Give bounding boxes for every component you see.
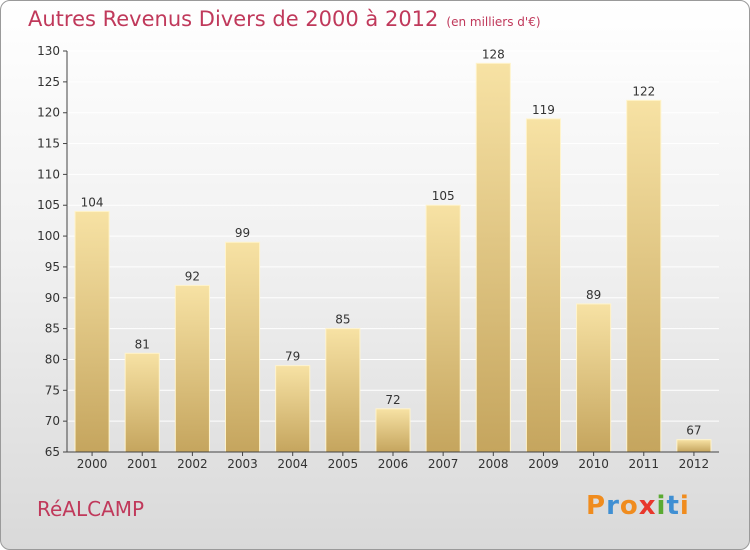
bar-value-labels: 104 81 92 99 79 85 72 105 128 119 89 122 67 <box>81 47 702 437</box>
bar-2001 <box>124 352 160 453</box>
bar-2009 <box>525 118 562 453</box>
logo-letter: o <box>619 491 639 521</box>
logo-letter: r <box>606 491 620 521</box>
x-tick-label: 2005 <box>328 457 359 471</box>
chart-title-block: Autres Revenus Divers de 2000 à 2012 (en … <box>28 7 541 31</box>
y-tick-label: 125 <box>37 75 60 89</box>
bar-2003 <box>224 241 261 453</box>
bar-2012 <box>676 439 712 453</box>
bar-value-label: 79 <box>285 350 300 364</box>
x-tick-label: 2011 <box>628 457 659 471</box>
axes <box>66 51 719 453</box>
bar-2008 <box>475 62 511 453</box>
x-tick-label: 2004 <box>277 457 308 471</box>
bar-value-label: 119 <box>532 103 555 117</box>
bar-value-label: 99 <box>235 226 250 240</box>
bar-value-label: 122 <box>632 84 655 98</box>
logo-letter: i <box>656 491 667 521</box>
x-tick-label: 2010 <box>578 457 609 471</box>
bar-value-label: 72 <box>385 393 400 407</box>
y-tick-label: 105 <box>37 198 60 212</box>
bar-2005 <box>325 328 361 453</box>
bars <box>74 62 712 453</box>
bar-value-label: 89 <box>586 288 601 302</box>
bar-2004 <box>275 365 311 453</box>
x-tick-label: 2006 <box>378 457 409 471</box>
bar-2011 <box>626 99 662 453</box>
bar-2000 <box>74 210 110 453</box>
bar-value-label: 81 <box>135 337 150 351</box>
x-tick-label: 2012 <box>679 457 710 471</box>
bar-value-label: 128 <box>482 47 505 61</box>
logo-letter: P <box>586 491 607 521</box>
x-tick-label: 2002 <box>177 457 208 471</box>
logo-letter: t <box>666 491 680 521</box>
y-tick-label: 130 <box>37 44 60 58</box>
y-tick-label: 110 <box>37 167 60 181</box>
y-tick-label: 120 <box>37 106 60 120</box>
x-tick-label: 2008 <box>478 457 509 471</box>
bar-value-label: 104 <box>81 195 104 209</box>
bar-2010 <box>576 303 612 453</box>
x-tick-label: 2007 <box>428 457 459 471</box>
y-tick-label: 75 <box>45 383 60 397</box>
chart-title: Autres Revenus Divers de 2000 à 2012 <box>28 7 439 31</box>
x-tick-label: 2001 <box>127 457 158 471</box>
bar-value-label: 85 <box>335 313 350 327</box>
y-tick-label: 70 <box>45 414 60 428</box>
chart-subtitle: (en milliers d'€) <box>446 15 541 29</box>
bar-value-label: 105 <box>432 189 455 203</box>
y-tick-label: 85 <box>45 322 60 336</box>
y-tick-label: 65 <box>45 445 60 459</box>
logo-letter: i <box>679 491 690 521</box>
proxiti-logo: Proxiti <box>586 491 690 521</box>
y-tick-label: 80 <box>45 352 60 366</box>
y-axis-ticks: 65 70 75 80 85 90 95 100 105 110 115 120 125 130 <box>37 44 67 459</box>
x-axis-ticks: 2000 2001 2002 2003 2004 2005 2006 2007 2008 2009… <box>77 452 709 471</box>
town-name: RéALCAMP <box>37 497 145 521</box>
bar-2006 <box>375 408 411 453</box>
bar-2007 <box>425 204 461 453</box>
x-tick-label: 2000 <box>77 457 108 471</box>
bar-value-label: 67 <box>686 424 701 438</box>
bar-value-label: 92 <box>185 269 200 283</box>
y-tick-label: 115 <box>37 137 60 151</box>
y-tick-label: 95 <box>45 260 60 274</box>
y-tick-label: 90 <box>45 291 60 305</box>
logo-letter: x <box>638 491 657 521</box>
x-tick-label: 2009 <box>528 457 559 471</box>
y-tick-label: 100 <box>37 229 60 243</box>
bar-2002 <box>174 284 210 453</box>
x-tick-label: 2003 <box>227 457 258 471</box>
